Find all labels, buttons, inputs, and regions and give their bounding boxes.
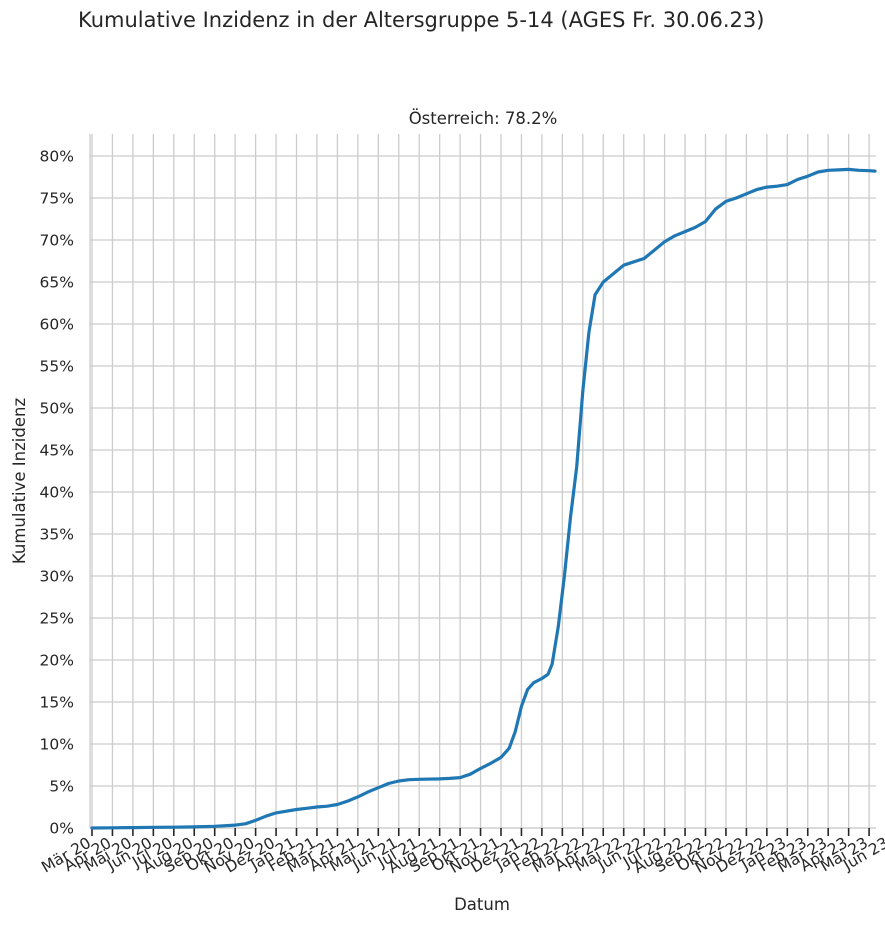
y-tick-label: 55% bbox=[40, 358, 74, 376]
y-gridlines bbox=[90, 155, 876, 829]
y-tick-label: 60% bbox=[40, 316, 74, 334]
y-tick-label: 20% bbox=[40, 652, 74, 670]
y-tick-label: 40% bbox=[40, 484, 74, 502]
y-tick-labels: 0% 5% 10% 15% 20% 25% 30% 35% 40% 45% 50% 55% 60% 65%… bbox=[40, 148, 74, 838]
figure-title: Kumulative Inzidenz in der Altersgruppe … bbox=[78, 8, 765, 32]
y-tick-label: 15% bbox=[40, 694, 74, 712]
y-tick-label: 25% bbox=[40, 610, 74, 628]
y-tick-label: 80% bbox=[40, 148, 74, 166]
chart-subtitle: Österreich: 78.2% bbox=[409, 109, 558, 128]
x-ticks bbox=[91, 828, 870, 836]
y-tick-label: 35% bbox=[40, 526, 74, 544]
y-tick-label: 45% bbox=[40, 442, 74, 460]
y-tick-label: 0% bbox=[49, 820, 74, 838]
y-tick-label: 30% bbox=[40, 568, 74, 586]
y-tick-label: 65% bbox=[40, 274, 74, 292]
y-tick-label: 10% bbox=[40, 736, 74, 754]
series-line-oesterreich bbox=[90, 167, 877, 830]
x-axis-label: Datum bbox=[454, 895, 510, 914]
y-tick-label: 70% bbox=[40, 232, 74, 250]
y-tick-label: 50% bbox=[40, 400, 74, 418]
y-axis-label: Kumulative Inzidenz bbox=[10, 398, 29, 564]
y-tick-label: 5% bbox=[49, 778, 74, 796]
x-gridlines bbox=[91, 134, 870, 828]
y-tick-label: 75% bbox=[40, 190, 74, 208]
